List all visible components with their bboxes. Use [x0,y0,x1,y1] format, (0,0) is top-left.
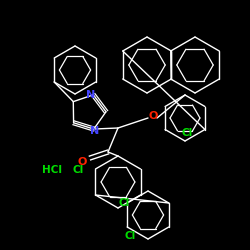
Text: Cl: Cl [182,128,192,138]
Text: N: N [86,90,95,100]
Text: O: O [148,111,158,121]
Text: Cl: Cl [118,198,130,208]
Text: Cl: Cl [124,231,136,241]
Text: HCl: HCl [42,165,62,175]
Text: N: N [90,126,100,136]
Text: Cl: Cl [72,165,84,175]
Text: O: O [77,157,87,167]
